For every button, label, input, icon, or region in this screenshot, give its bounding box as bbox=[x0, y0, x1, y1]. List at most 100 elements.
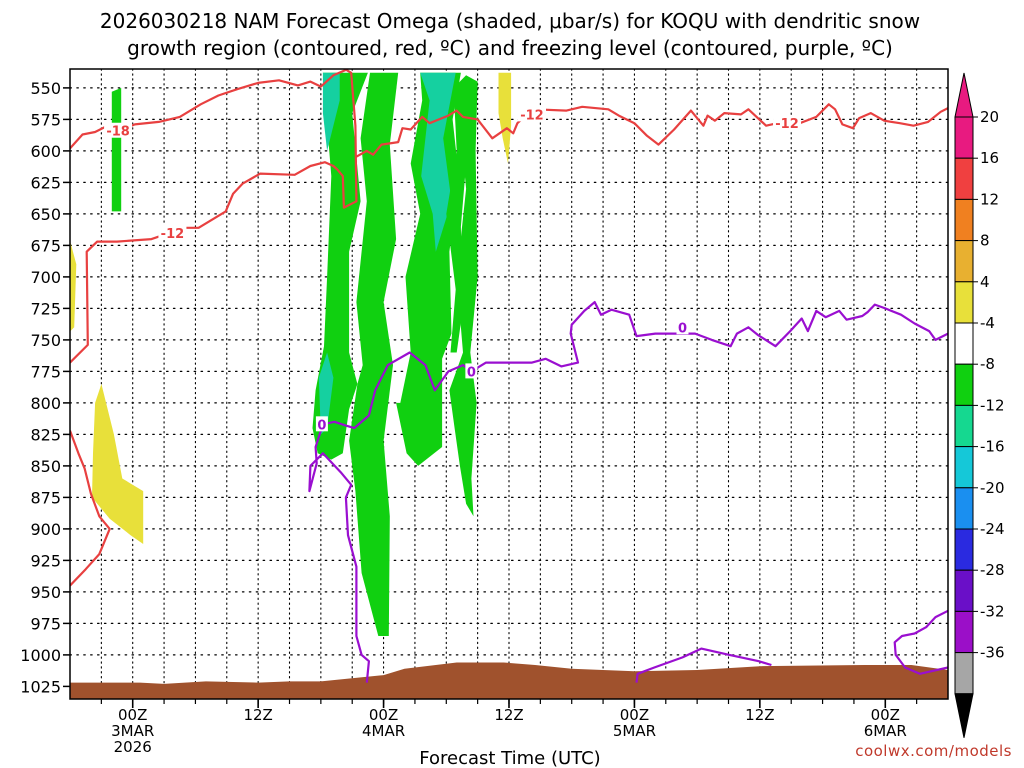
omega-region-yellow-1 bbox=[70, 240, 77, 332]
colorbar-swatch-2 bbox=[954, 198, 974, 242]
colorbar-label-1: 16 bbox=[980, 149, 999, 167]
colorbar: 20 16 12 8 4 -4 -8 -12 -16 -20 -24 -28 -32 -36 bbox=[954, 72, 1005, 738]
freezing_level_0C-label-0: 0 bbox=[317, 418, 326, 433]
colorbar-top-arrow bbox=[954, 72, 974, 118]
freezing_level_0C-label-bg-1 bbox=[465, 363, 478, 379]
x-tick-label-6-2: 2026 bbox=[114, 738, 152, 756]
terrain-fill bbox=[70, 662, 948, 699]
colorbar-label-3: 8 bbox=[980, 232, 990, 250]
colorbar-label-11: -28 bbox=[980, 561, 1005, 579]
omega-region-teal-5 bbox=[322, 72, 340, 151]
y-tick-label-600: 600 bbox=[30, 142, 61, 161]
colorbar-label-9: -20 bbox=[980, 479, 1005, 497]
freezing_level_0C-label-bg-2 bbox=[676, 319, 689, 335]
omega-region-yellow-2 bbox=[92, 384, 144, 544]
terrain-polygon bbox=[70, 662, 948, 699]
y-tick-label-775: 775 bbox=[30, 362, 61, 381]
chart-title-line-2: growth region (contoured, red, ºC) and f… bbox=[127, 36, 893, 60]
chart-title: 2026030218 NAM Forecast Omega (shaded, μ… bbox=[100, 9, 920, 60]
colorbar-label-13: -36 bbox=[980, 644, 1005, 662]
chart-title-line-1: 2026030218 NAM Forecast Omega (shaded, μ… bbox=[100, 9, 920, 33]
omega-shading bbox=[70, 72, 512, 637]
x-axis-label: Forecast Time (UTC) bbox=[419, 748, 600, 768]
y-tick-label-750: 750 bbox=[30, 331, 61, 350]
colorbar-label-8: -16 bbox=[980, 438, 1005, 456]
y-tick-label-650: 650 bbox=[30, 205, 61, 224]
colorbar-swatch-10 bbox=[954, 528, 974, 571]
contour-lines bbox=[70, 69, 948, 683]
y-tick-label-800: 800 bbox=[30, 394, 61, 413]
x-tick-label-78-0: 00Z bbox=[871, 706, 900, 724]
y-tick-label-725: 725 bbox=[30, 299, 61, 318]
omega-region-green-11 bbox=[449, 75, 478, 517]
omega-region-green-7 bbox=[349, 72, 399, 637]
x-tick-label-78-1: 6MAR bbox=[864, 722, 907, 740]
x-tick-label-66-0: 12Z bbox=[745, 706, 774, 724]
dendritic_growth_region_-12C-label-3: -12 bbox=[775, 117, 799, 132]
colorbar-label-5: -4 bbox=[980, 314, 995, 332]
colorbar-label-6: -8 bbox=[980, 355, 995, 373]
x-tick-label-42-0: 12Z bbox=[494, 706, 523, 724]
dendritic_growth_region_-12C-label-2: -12 bbox=[520, 108, 544, 123]
x-tick-label-6-1: 3MAR bbox=[111, 722, 154, 740]
colorbar-swatch-9 bbox=[954, 487, 974, 530]
dendritic_growth_region_-12C-label-bg-3 bbox=[773, 115, 802, 131]
y-tick-label-1025: 1025 bbox=[20, 677, 61, 696]
dendritic_growth_region_-12C-label-bg-0 bbox=[104, 122, 133, 138]
y-tick-label-975: 975 bbox=[30, 614, 61, 633]
colorbar-swatch-7 bbox=[954, 404, 974, 448]
colorbar-label-2: 12 bbox=[980, 190, 999, 208]
freezing_level_0C-label-bg-0 bbox=[315, 416, 328, 432]
dendritic_growth_region_-12C-label-bg-1 bbox=[158, 224, 187, 240]
y-tick-label-550: 550 bbox=[30, 79, 61, 98]
colorbar-swatch-8 bbox=[954, 446, 974, 489]
dendritic_growth_region_-12C-label-bg-2 bbox=[517, 106, 546, 122]
colorbar-swatch-1 bbox=[954, 157, 974, 200]
freezing_level_0C-line-0 bbox=[308, 301, 948, 683]
colorbar-swatch-11 bbox=[954, 569, 974, 612]
colorbar-swatch-5 bbox=[954, 322, 974, 365]
omega-region-teal-6 bbox=[318, 352, 334, 435]
credit-text: coolwx.com/models bbox=[855, 742, 1012, 760]
dendritic_growth_region_-12C-line-2 bbox=[70, 430, 111, 587]
x-tick-label-54-1: 5MAR bbox=[613, 722, 656, 740]
colorbar-swatch-12 bbox=[954, 610, 974, 654]
x-tick-label-6-0: 00Z bbox=[118, 706, 147, 724]
y-tick-label-675: 675 bbox=[30, 236, 61, 255]
colorbar-label-4: 4 bbox=[980, 273, 990, 291]
y-tick-label-825: 825 bbox=[30, 425, 61, 444]
colorbar-label-7: -12 bbox=[980, 396, 1005, 414]
freezing_level_0C-line-2 bbox=[893, 609, 948, 675]
y-tick-label-950: 950 bbox=[30, 583, 61, 602]
contour-labels: -18 -12 -12 -12 0 0 0 bbox=[104, 106, 802, 433]
omega-region-green-0 bbox=[111, 87, 122, 212]
colorbar-swatch-13 bbox=[954, 652, 974, 695]
colorbar-swatch-0 bbox=[954, 116, 974, 159]
y-tick-label-850: 850 bbox=[30, 457, 61, 476]
freezing_level_0C-line-1 bbox=[635, 647, 772, 683]
x-tick-label-18-0: 12Z bbox=[243, 706, 272, 724]
y-tick-label-900: 900 bbox=[30, 520, 61, 539]
x-tick-label-54-0: 00Z bbox=[620, 706, 649, 724]
y-tick-label-875: 875 bbox=[30, 488, 61, 507]
y-tick-label-925: 925 bbox=[30, 551, 61, 570]
y-tick-label-625: 625 bbox=[30, 173, 61, 192]
y-tick-label-700: 700 bbox=[30, 268, 61, 287]
x-tick-label-30-1: 4MAR bbox=[362, 722, 405, 740]
omega-region-yellow-3 bbox=[498, 72, 512, 164]
dendritic_growth_region_-12C-label-0: -18 bbox=[106, 125, 130, 140]
freezing_level_0C-label-1: 0 bbox=[467, 365, 476, 380]
omega-region-teal-9 bbox=[420, 72, 456, 252]
colorbar-label-0: 20 bbox=[980, 108, 999, 126]
dendritic_growth_region_-12C-line-1 bbox=[70, 69, 358, 364]
colorbar-swatch-4 bbox=[954, 281, 974, 324]
colorbar-swatch-6 bbox=[954, 363, 974, 406]
freezing_level_0C-label-2: 0 bbox=[678, 321, 687, 336]
colorbar-label-10: -24 bbox=[980, 520, 1005, 538]
x-tick-label-30-0: 00Z bbox=[369, 706, 398, 724]
y-tick-label-1000: 1000 bbox=[20, 646, 61, 665]
colorbar-label-12: -32 bbox=[980, 602, 1005, 620]
colorbar-swatch-3 bbox=[954, 240, 974, 283]
